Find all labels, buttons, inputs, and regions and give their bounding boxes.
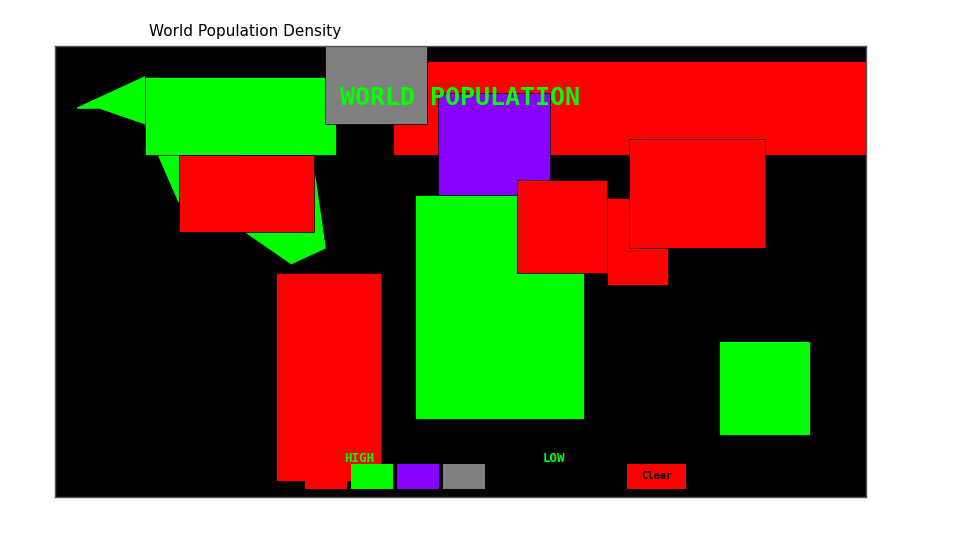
Text: World Population Density: World Population Density	[149, 24, 341, 39]
Text: Clear: Clear	[641, 471, 672, 481]
Polygon shape	[416, 195, 585, 419]
Bar	[628, 464, 685, 489]
Polygon shape	[719, 341, 809, 435]
Polygon shape	[145, 77, 336, 155]
Polygon shape	[630, 139, 764, 248]
Text: LOW: LOW	[542, 452, 564, 465]
Polygon shape	[393, 62, 866, 155]
Text: HIGH: HIGH	[344, 452, 374, 465]
Polygon shape	[276, 273, 381, 481]
Bar	[397, 464, 440, 489]
Text: WORLD POPULATION: WORLD POPULATION	[341, 86, 580, 111]
Polygon shape	[325, 46, 426, 124]
Bar	[444, 464, 486, 489]
Polygon shape	[516, 180, 607, 273]
Polygon shape	[179, 155, 314, 233]
Bar	[304, 464, 347, 489]
Polygon shape	[438, 92, 550, 201]
Polygon shape	[77, 77, 325, 264]
Polygon shape	[607, 198, 667, 285]
Bar	[350, 464, 393, 489]
